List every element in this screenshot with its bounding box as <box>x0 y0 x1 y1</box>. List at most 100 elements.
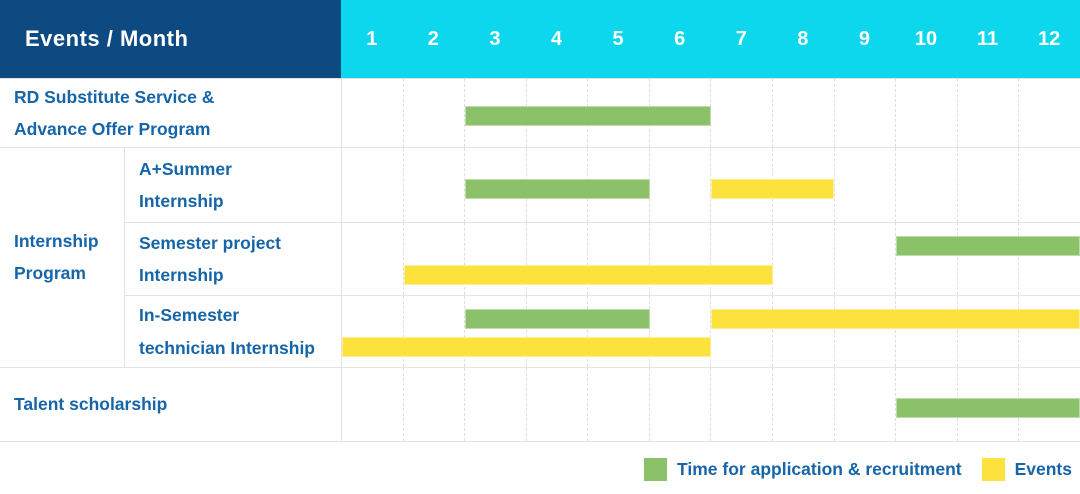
month-grid-cell <box>956 79 1019 147</box>
month-grid-cell <box>833 148 896 222</box>
legend-label: Events <box>1014 458 1072 479</box>
legend: Time for application & recruitment Events <box>0 442 1080 494</box>
timeline-lane <box>341 79 1080 147</box>
month-grid-cell <box>525 223 588 295</box>
month-grid-cell <box>895 148 957 222</box>
legend-item: Time for application & recruitment <box>644 457 962 481</box>
month-grid-cell <box>464 223 526 295</box>
table-header: Events / Month 1 2 3 4 5 6 7 8 9 10 11 12 <box>0 0 1080 78</box>
month-grid-cell <box>895 296 957 367</box>
table-row: Semester project Internship <box>0 222 1080 295</box>
gantt-bar-recruitment <box>465 106 711 126</box>
table-row: In-Semester technician Internship <box>0 295 1080 367</box>
month-grid-cell <box>710 79 772 147</box>
month-grid-cell <box>956 148 1019 222</box>
month-header-cell: 6 <box>674 27 686 50</box>
month-grid-cell <box>402 148 465 222</box>
month-grid-cell <box>402 223 465 295</box>
month-header-row: 1 2 3 4 5 6 7 8 9 10 11 12 <box>341 0 1080 78</box>
row-label: RD Substitute Service & Advance Offer Pro… <box>0 79 341 147</box>
timeline-lane <box>341 222 1080 295</box>
timeline-lane <box>341 295 1080 367</box>
timeline-lane <box>341 147 1080 222</box>
month-grid-cell <box>648 148 711 222</box>
month-grid-cell <box>772 223 834 295</box>
month-grid-cell <box>772 296 834 367</box>
group-label-line: Internship <box>14 230 99 251</box>
corner-header-cell: Events / Month <box>0 0 341 78</box>
month-header-cell: 1 <box>366 27 378 50</box>
legend-swatch-events <box>981 457 1005 481</box>
group-label-line: Program <box>14 263 86 283</box>
month-grid-cell <box>342 79 403 147</box>
gantt-bar-recruitment <box>895 398 1080 418</box>
gantt-bar-recruitment <box>465 178 650 199</box>
group-label: Internship Program <box>0 147 124 367</box>
row-label-line: A+Summer <box>139 158 232 179</box>
legend-label: Time for application & recruitment <box>677 458 962 479</box>
month-header-cell: 3 <box>489 27 501 50</box>
month-grid-cell <box>648 296 711 367</box>
row-label-line: Semester project <box>139 232 282 253</box>
month-header-cell: 12 <box>1038 27 1061 50</box>
month-grid-cell <box>464 148 526 222</box>
month-grid-cell <box>710 148 772 222</box>
month-header-cell: 4 <box>550 27 563 50</box>
gantt-bar-recruitment <box>465 309 650 329</box>
month-header-cell: 10 <box>914 27 938 50</box>
month-header-cell: 5 <box>612 27 624 50</box>
group-indent-cell <box>0 147 124 222</box>
month-header-cell: 9 <box>858 27 870 50</box>
month-header-cell: 2 <box>427 27 439 50</box>
month-grid-cell <box>464 296 526 367</box>
month-header-cell: 7 <box>735 27 747 50</box>
month-grid-cell <box>895 79 957 147</box>
month-grid-cell <box>1018 223 1080 295</box>
table-row: Talent scholarship <box>0 367 1080 441</box>
table-body: RD Substitute Service & Advance Offer Pro… <box>0 78 1080 442</box>
month-grid-cell <box>587 368 649 441</box>
month-grid-cell <box>772 368 834 441</box>
gantt-bar-recruitment <box>895 236 1080 256</box>
timeline-lane <box>341 367 1080 441</box>
month-grid-cell <box>648 223 711 295</box>
gantt-bar-events <box>403 265 773 285</box>
month-grid-cell <box>956 223 1019 295</box>
month-grid-cell <box>342 148 403 222</box>
month-grid-cell <box>402 296 465 367</box>
month-grid-cell <box>402 368 465 441</box>
month-grid-cell <box>464 79 526 147</box>
month-grid-cell <box>833 223 896 295</box>
month-grid-cell <box>833 79 896 147</box>
row-label-line: RD Substitute Service & <box>14 86 215 107</box>
month-grid-cell <box>525 296 588 367</box>
month-grid-cell <box>587 296 649 367</box>
month-grid-cell <box>402 79 465 147</box>
month-grid-cell <box>956 296 1019 367</box>
month-grid-cell <box>342 223 403 295</box>
row-label-line: Internship <box>139 191 224 211</box>
table-row: A+Summer Internship <box>0 147 1080 222</box>
row-label: Talent scholarship <box>0 367 341 441</box>
gantt-bar-events <box>711 178 834 199</box>
legend-item: Events <box>981 457 1072 481</box>
month-header-cell: 8 <box>797 27 809 50</box>
month-grid-cell <box>772 79 834 147</box>
month-grid-cell <box>1018 296 1080 367</box>
month-grid-cell <box>833 296 896 367</box>
row-label: Semester project Internship <box>124 222 341 295</box>
month-grid-cell <box>710 223 772 295</box>
row-label-line: In-Semester <box>139 305 240 326</box>
month-grid-cell <box>1018 79 1080 147</box>
month-grid-cell <box>587 223 649 295</box>
month-grid-cell <box>1018 148 1080 222</box>
row-label-line: Internship <box>139 265 224 285</box>
legend-swatch-recruitment <box>644 457 668 481</box>
month-grid-cell <box>464 368 526 441</box>
table-row: RD Substitute Service & Advance Offer Pro… <box>0 79 1080 147</box>
row-label: A+Summer Internship <box>124 147 341 222</box>
row-label-line: Advance Offer Program <box>14 119 211 139</box>
month-grid-cell <box>648 368 711 441</box>
month-grid-cell <box>342 368 403 441</box>
row-label: In-Semester technician Internship <box>124 295 341 367</box>
